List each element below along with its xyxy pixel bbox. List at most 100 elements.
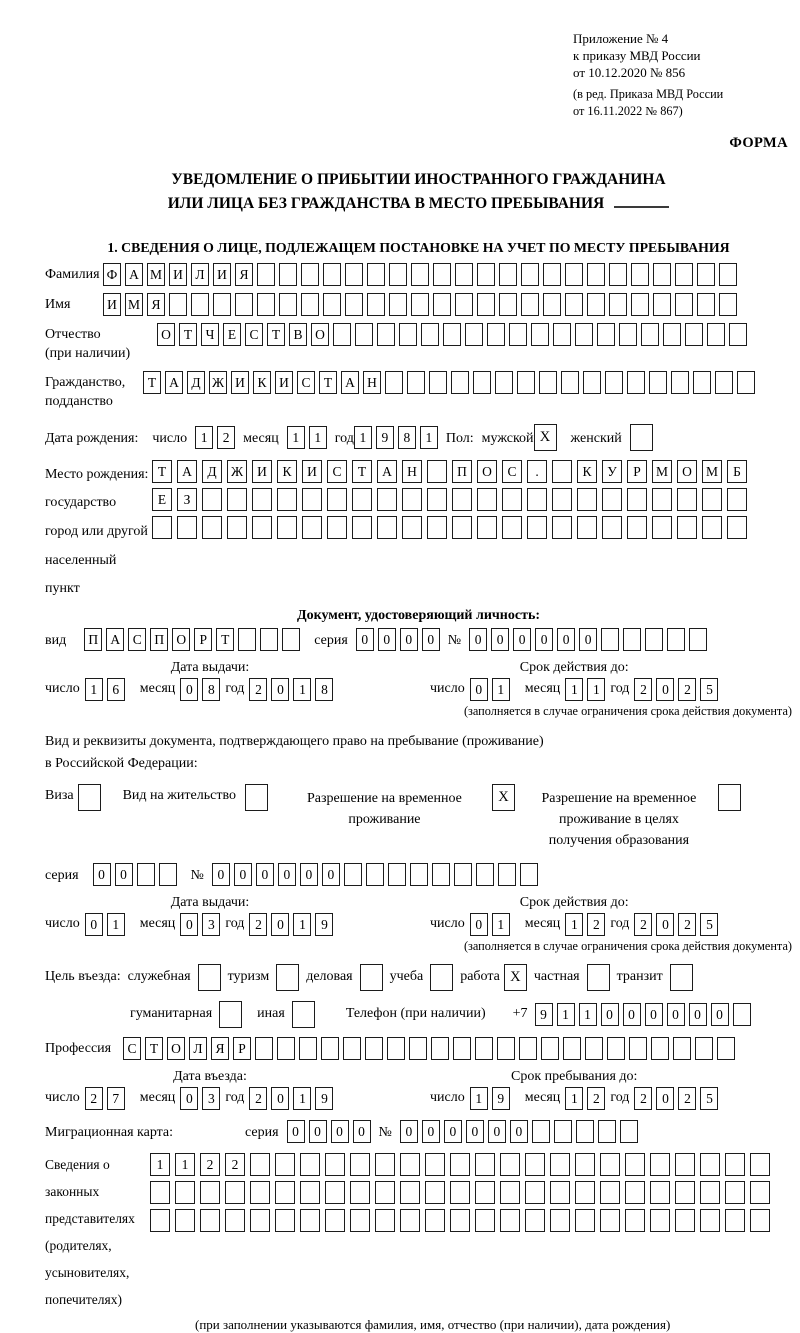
char-box[interactable] xyxy=(450,1152,470,1176)
char-box[interactable]: 0 xyxy=(469,912,488,936)
char-box[interactable] xyxy=(651,1036,669,1060)
char-box[interactable] xyxy=(602,487,622,511)
char-box[interactable] xyxy=(411,292,429,316)
char-box[interactable]: 1 xyxy=(175,1152,195,1176)
char-box[interactable] xyxy=(377,487,397,511)
char-box[interactable] xyxy=(450,1180,470,1204)
char-box[interactable] xyxy=(737,370,755,394)
char-box[interactable] xyxy=(587,292,605,316)
char-box[interactable] xyxy=(695,1036,713,1060)
char-box[interactable]: 9 xyxy=(534,1002,553,1026)
char-box[interactable] xyxy=(525,1208,545,1232)
char-box[interactable] xyxy=(702,487,722,511)
char-box[interactable] xyxy=(350,1180,370,1204)
char-box[interactable] xyxy=(641,322,659,346)
char-box[interactable]: П xyxy=(84,627,103,651)
char-box[interactable]: Т xyxy=(267,322,285,346)
char-box[interactable]: 0 xyxy=(399,627,418,651)
char-box[interactable]: 0 xyxy=(277,862,296,886)
char-box[interactable] xyxy=(475,862,494,886)
char-box[interactable] xyxy=(519,862,538,886)
char-box[interactable] xyxy=(583,370,601,394)
char-box[interactable]: Л xyxy=(191,262,209,286)
char-box[interactable] xyxy=(477,515,497,539)
char-box[interactable] xyxy=(550,1152,570,1176)
char-box[interactable]: П xyxy=(150,627,169,651)
char-box[interactable]: 0 xyxy=(399,1119,418,1143)
char-box[interactable] xyxy=(191,292,209,316)
char-box[interactable]: 1 xyxy=(106,912,125,936)
char-box[interactable] xyxy=(169,292,187,316)
char-box[interactable] xyxy=(500,1208,520,1232)
char-box[interactable]: 2 xyxy=(249,912,268,936)
char-box[interactable]: Д xyxy=(202,459,222,483)
char-box[interactable] xyxy=(502,487,522,511)
char-box[interactable]: Е xyxy=(152,487,172,511)
purpose-study-checkbox[interactable] xyxy=(430,963,454,991)
char-box[interactable]: М xyxy=(702,459,722,483)
char-box[interactable] xyxy=(625,1208,645,1232)
char-box[interactable]: 9 xyxy=(491,1086,510,1110)
char-box[interactable] xyxy=(431,1036,449,1060)
char-box[interactable]: 0 xyxy=(465,1119,484,1143)
char-box[interactable] xyxy=(650,1180,670,1204)
char-box[interactable] xyxy=(275,1180,295,1204)
char-box[interactable] xyxy=(425,1152,445,1176)
char-box[interactable] xyxy=(350,1208,370,1232)
char-box[interactable] xyxy=(697,292,715,316)
purpose-business-checkbox[interactable] xyxy=(359,963,383,991)
char-box[interactable]: С xyxy=(128,627,147,651)
char-box[interactable]: 1 xyxy=(491,677,510,701)
char-box[interactable] xyxy=(627,370,645,394)
char-box[interactable] xyxy=(277,1036,295,1060)
char-box[interactable] xyxy=(421,322,439,346)
char-box[interactable] xyxy=(301,292,319,316)
char-box[interactable] xyxy=(631,292,649,316)
char-box[interactable]: 0 xyxy=(600,1002,619,1026)
char-box[interactable] xyxy=(282,627,301,651)
char-box[interactable] xyxy=(327,515,347,539)
char-box[interactable]: 0 xyxy=(622,1002,641,1026)
char-box[interactable]: О xyxy=(167,1036,185,1060)
char-box[interactable] xyxy=(302,515,322,539)
char-box[interactable] xyxy=(575,1119,594,1143)
char-box[interactable]: И xyxy=(103,292,121,316)
char-box[interactable] xyxy=(553,1119,572,1143)
char-box[interactable]: 2 xyxy=(225,1152,245,1176)
char-box[interactable] xyxy=(619,1119,638,1143)
char-box[interactable] xyxy=(649,370,667,394)
purpose-private-checkbox[interactable] xyxy=(586,963,610,991)
char-box[interactable]: И xyxy=(169,262,187,286)
char-box[interactable] xyxy=(543,292,561,316)
char-box[interactable] xyxy=(279,262,297,286)
char-box[interactable]: 3 xyxy=(202,1086,221,1110)
char-box[interactable] xyxy=(399,322,417,346)
char-box[interactable] xyxy=(300,1152,320,1176)
char-box[interactable] xyxy=(667,627,686,651)
char-box[interactable]: 1 xyxy=(565,1086,584,1110)
char-box[interactable] xyxy=(675,1180,695,1204)
sex-male-checkbox[interactable]: X xyxy=(533,423,557,451)
representatives-input-row3[interactable] xyxy=(150,1208,770,1232)
char-box[interactable]: 1 xyxy=(556,1002,575,1026)
char-box[interactable]: И xyxy=(231,370,249,394)
char-box[interactable] xyxy=(377,322,395,346)
char-box[interactable] xyxy=(402,515,422,539)
char-box[interactable] xyxy=(400,1152,420,1176)
char-box[interactable] xyxy=(367,292,385,316)
char-box[interactable] xyxy=(653,292,671,316)
char-box[interactable] xyxy=(158,862,177,886)
char-box[interactable]: Ж xyxy=(209,370,227,394)
char-box[interactable] xyxy=(452,487,472,511)
char-box[interactable] xyxy=(150,1208,170,1232)
char-box[interactable]: С xyxy=(297,370,315,394)
char-box[interactable]: 5 xyxy=(700,1086,719,1110)
char-box[interactable]: 1 xyxy=(565,912,584,936)
